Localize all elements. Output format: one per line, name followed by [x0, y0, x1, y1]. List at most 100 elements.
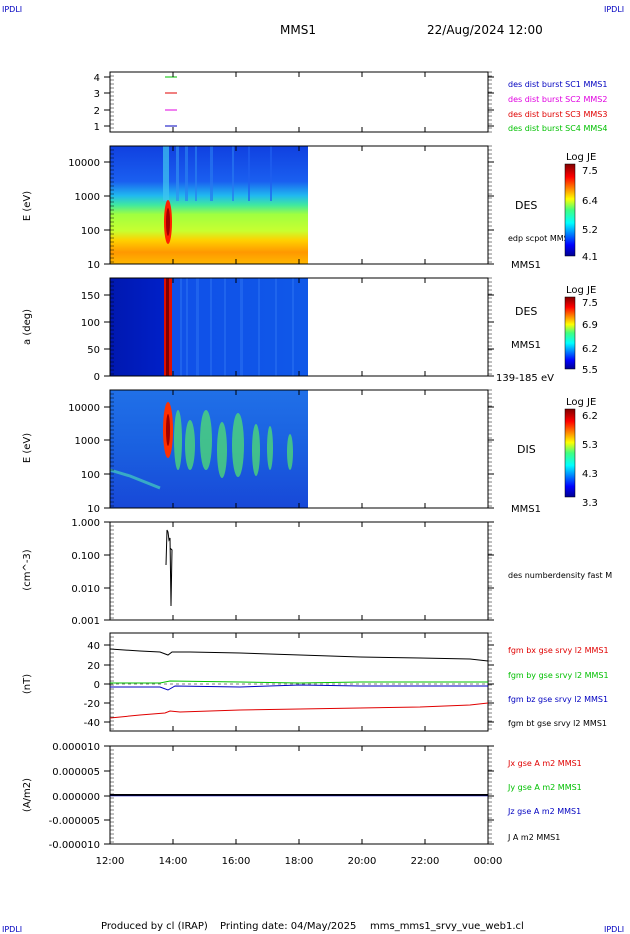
des-energy-label: DES	[515, 199, 537, 212]
colorbar-tick: 6.2	[582, 344, 598, 355]
colorbar-tick: 7.5	[582, 166, 598, 177]
colorbar-des-energy	[564, 163, 576, 257]
spectrogram-streak	[224, 278, 226, 376]
colorbar-title: Log JE	[566, 152, 596, 163]
colorbar-tick: 6.2	[582, 411, 598, 422]
dis-energy-blob	[200, 410, 212, 470]
des-energy-spectrogram	[110, 146, 308, 264]
x-tick-label: 18:00	[285, 856, 314, 867]
dis-energy-bottom-label: MMS1	[511, 504, 541, 515]
x-tick-label: 16:00	[222, 856, 251, 867]
panel-bfield: (nT) fgm bx gse srvy l2 MMS1 fgm by gse …	[22, 632, 609, 732]
y-tick-label: 20	[87, 661, 100, 672]
colorbar-tick: 5.3	[582, 440, 598, 451]
spectrogram-streak	[196, 278, 199, 376]
des-pitch-ylabel: a (deg)	[22, 309, 33, 345]
spectrogram-streak	[270, 146, 272, 201]
dis-energy-blob	[252, 424, 260, 476]
spectrogram-streak	[186, 278, 188, 376]
bfield-series-line	[109, 648, 489, 662]
x-tick-label: 14:00	[159, 856, 188, 867]
y-tick-label: -0.000005	[49, 816, 100, 827]
spectrogram-streak	[240, 278, 243, 376]
bfield-series-line	[110, 684, 488, 691]
panel-sc-index: des dist burst SC1 MMS1 des dist burst S…	[109, 71, 607, 133]
spectrogram-streak	[292, 278, 294, 376]
legend-sc2: des dist burst SC2 MMS2	[508, 95, 607, 104]
dis-energy-blob	[217, 422, 227, 478]
y-tick-label: 0.100	[71, 551, 100, 562]
legend-sc4: des dist burst SC4 MMS4	[508, 124, 607, 133]
colorbar-title: Log JE	[566, 285, 596, 296]
density-legend: des numberdensity fast M	[508, 571, 612, 580]
spectrogram-streak	[163, 146, 169, 201]
legend-bx: fgm bx gse srvy l2 MMS1	[508, 646, 609, 655]
footer-filename: mms_mms1_srvy_vue_web1.cl	[370, 921, 524, 932]
spectrogram-streak	[176, 146, 179, 201]
legend-jx: Jx gse A m2 MMS1	[507, 759, 582, 768]
panel-des-energy: E (eV) DES edp scpot MMS1 MMS1 Log JE 7.…	[22, 145, 598, 271]
legend-sc3: des dist burst SC3 MMS3	[508, 110, 607, 119]
footer-printing-date: Printing date: 04/May/2025	[220, 921, 356, 932]
colorbar-tick: 6.4	[582, 196, 598, 207]
dis-energy-blob	[232, 413, 244, 477]
y-tick-label: 0.010	[71, 584, 100, 595]
y-tick-label: 100	[81, 318, 100, 329]
colorbar-tick: 4.3	[582, 469, 598, 480]
corner-label-br: IPDLI	[604, 925, 624, 934]
panel-density: (cm^-3) des numberdensity fast M	[22, 521, 612, 621]
y-tick-label: 4	[94, 73, 100, 84]
density-ylabel: (cm^-3)	[22, 549, 33, 590]
y-tick-label: 0.000010	[52, 742, 100, 753]
des-energy-bottom-label: MMS1	[511, 260, 541, 271]
y-tick-label: 3	[94, 89, 100, 100]
y-tick-label: -40	[84, 718, 100, 729]
footer-produced: Produced by cl (IRAP)	[101, 921, 208, 932]
legend-j: J A m2 MMS1	[507, 833, 560, 842]
colorbar-tick: 5.5	[582, 365, 598, 376]
legend-jz: Jz gse A m2 MMS1	[507, 807, 581, 816]
spectrogram-streak	[180, 278, 182, 376]
y-tick-label: 10000	[68, 158, 100, 169]
date-title: 22/Aug/2024 12:00	[427, 23, 543, 37]
dis-energy-trace	[109, 468, 161, 490]
panel-dis-energy: E (eV) DIS MMS1 Log JE 6.2 5.3 4.3 3.3	[22, 389, 598, 515]
colorbar-tick: 6.9	[582, 320, 598, 331]
y-tick-label: 1000	[75, 192, 100, 203]
y-tick-label: 0.001	[71, 616, 100, 627]
dis-energy-label: DIS	[517, 443, 536, 456]
y-tick-label: 50	[87, 345, 100, 356]
colorbar-tick: 3.3	[582, 498, 598, 509]
spectrogram-streak	[210, 278, 212, 376]
y-tick-label: 0.000005	[52, 767, 100, 778]
des-energy-sublabel: edp scpot MMS1	[508, 234, 574, 243]
spectrogram-streak	[232, 146, 234, 201]
legend-jy: Jy gse A m2 MMS1	[507, 783, 582, 792]
x-tick-label: 12:00	[96, 856, 125, 867]
panel-des-pitch: a (deg) DES MMS1 139-185 eV Log JE 7.5 6…	[22, 277, 598, 384]
y-tick-label: 40	[87, 641, 100, 652]
legend-bz: fgm bz gse srvy l2 MMS1	[508, 695, 608, 704]
corner-label-bl: IPDLI	[2, 925, 22, 934]
y-tick-label: 1000	[75, 436, 100, 447]
x-tick-label: 20:00	[348, 856, 377, 867]
y-tick-label: 10000	[68, 403, 100, 414]
corner-label-tr: IPDLI	[604, 5, 624, 14]
bfield-series-line	[110, 680, 488, 684]
current-ylabel: (A/m2)	[22, 778, 33, 812]
colorbar-tick: 5.2	[582, 225, 598, 236]
dis-energy-ylabel: E (eV)	[22, 433, 33, 463]
des-pitch-spectrogram	[110, 278, 308, 376]
des-pitch-label: DES	[515, 305, 537, 318]
legend-sc1: des dist burst SC1 MMS1	[508, 80, 607, 89]
spectrogram-streak	[248, 146, 250, 201]
spectrogram-streak	[258, 278, 260, 376]
dis-energy-blob	[174, 410, 182, 470]
corner-label-tl: IPDLI	[2, 5, 22, 14]
y-tick-label: 10	[87, 260, 100, 271]
y-tick-label: 10	[87, 504, 100, 515]
legend-by: fgm by gse srvy l2 MMS1	[508, 671, 609, 680]
x-tick-label: 00:00	[474, 856, 503, 867]
density-series-line	[165, 529, 173, 607]
